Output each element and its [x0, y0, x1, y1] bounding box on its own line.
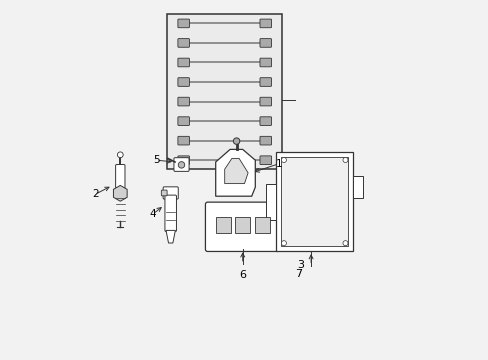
Text: 1: 1 — [275, 159, 282, 169]
FancyBboxPatch shape — [178, 78, 189, 86]
Text: 2: 2 — [92, 189, 98, 199]
Bar — [265, 184, 275, 220]
Polygon shape — [215, 149, 255, 196]
FancyBboxPatch shape — [178, 58, 189, 67]
FancyBboxPatch shape — [260, 58, 271, 67]
FancyBboxPatch shape — [260, 78, 271, 86]
Text: 3: 3 — [296, 260, 303, 270]
Bar — [254, 217, 269, 233]
Circle shape — [117, 152, 123, 158]
Circle shape — [233, 138, 239, 144]
Circle shape — [178, 162, 184, 168]
Circle shape — [281, 241, 286, 246]
Bar — [281, 157, 347, 246]
FancyBboxPatch shape — [163, 187, 178, 199]
Bar — [353, 176, 363, 198]
FancyBboxPatch shape — [260, 19, 271, 28]
FancyBboxPatch shape — [178, 156, 189, 165]
Text: 7: 7 — [294, 269, 302, 279]
FancyBboxPatch shape — [260, 117, 271, 125]
FancyBboxPatch shape — [164, 195, 176, 231]
Text: 5: 5 — [153, 155, 159, 165]
Polygon shape — [224, 158, 247, 184]
Circle shape — [281, 158, 286, 163]
Polygon shape — [113, 185, 127, 201]
Text: 6: 6 — [239, 270, 245, 280]
Text: 4: 4 — [149, 209, 156, 219]
FancyBboxPatch shape — [260, 156, 271, 165]
FancyBboxPatch shape — [260, 136, 271, 145]
FancyBboxPatch shape — [174, 158, 189, 171]
Circle shape — [342, 241, 347, 246]
FancyBboxPatch shape — [178, 19, 189, 28]
Bar — [167, 14, 282, 169]
Circle shape — [342, 158, 347, 163]
FancyBboxPatch shape — [260, 97, 271, 106]
Bar — [275, 152, 353, 251]
FancyBboxPatch shape — [178, 136, 189, 145]
FancyBboxPatch shape — [178, 117, 189, 125]
FancyBboxPatch shape — [205, 202, 280, 252]
Bar — [235, 217, 250, 233]
FancyBboxPatch shape — [161, 190, 167, 196]
FancyBboxPatch shape — [178, 39, 189, 47]
Bar — [215, 217, 230, 233]
FancyBboxPatch shape — [260, 39, 271, 47]
Polygon shape — [166, 230, 175, 243]
FancyBboxPatch shape — [178, 97, 189, 106]
FancyBboxPatch shape — [115, 165, 125, 188]
